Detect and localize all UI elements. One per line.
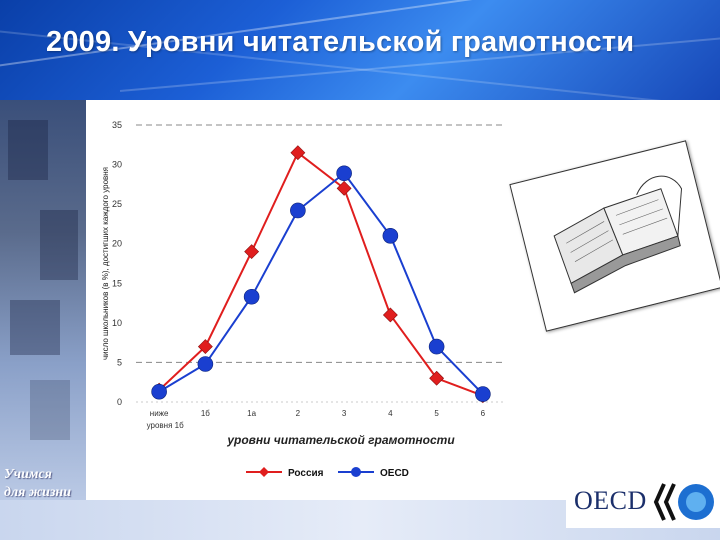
- y-tick-label: 30: [112, 160, 122, 170]
- oecd-logo-text: OECD: [574, 486, 647, 515]
- legend-label: OECD: [380, 468, 409, 479]
- y-tick-label: 20: [112, 239, 122, 249]
- x-tick-label: 4: [388, 409, 393, 418]
- data-point-oecd: [197, 356, 214, 372]
- y-axis-label: число школьников (в %), достигших каждог…: [101, 167, 110, 360]
- motto-line-2: для жизни: [4, 485, 71, 500]
- legend-marker-oecd: [351, 467, 361, 477]
- series-line-russia: [158, 151, 484, 397]
- x-tick-label: 5: [434, 409, 439, 418]
- slide-title: 2009. Уровни читательской грамотности: [46, 26, 635, 58]
- data-point-russia: [382, 307, 398, 323]
- title-bar: 2009. Уровни читательской грамотности: [0, 0, 720, 100]
- motto-line-1: Учимся: [4, 467, 52, 482]
- motto: Учимся для жизни: [4, 466, 86, 502]
- data-point-oecd: [336, 165, 352, 182]
- y-tick-label: 10: [112, 318, 122, 328]
- photo-fragment: [40, 210, 78, 280]
- photo-fragment: [8, 120, 48, 180]
- data-point-russia: [244, 244, 260, 260]
- oecd-logo: OECD: [566, 474, 720, 528]
- chart-panel: 0 5 10 15 20 25 30 35 число школьников (в %), до…: [98, 110, 515, 485]
- data-point-russia: [429, 370, 445, 386]
- open-book-illustration: [553, 175, 683, 294]
- photo-fragment: [10, 300, 60, 355]
- data-point-russia: [336, 180, 352, 196]
- book-illustration-frame: [509, 140, 720, 332]
- data-point-oecd: [475, 386, 491, 402]
- y-tick-label: 25: [112, 199, 122, 209]
- x-tick-label: уровня 1б: [147, 421, 184, 430]
- x-tick-label: 2: [296, 409, 301, 418]
- legend-label: Россия: [288, 468, 324, 479]
- left-photo-strip: [0, 100, 86, 540]
- data-point-russia: [197, 339, 213, 355]
- data-point-oecd: [151, 383, 167, 400]
- data-point-oecd: [290, 202, 306, 219]
- x-tick-label: 1б: [201, 409, 210, 418]
- x-axis-label: уровни читательской грамотности: [226, 433, 455, 447]
- x-tick-label: 6: [481, 409, 486, 418]
- people-silhouette: [30, 380, 70, 440]
- x-tick-label: ниже: [150, 409, 169, 418]
- data-point-oecd: [243, 288, 260, 305]
- y-tick-label: 15: [112, 278, 122, 288]
- x-tick-label: 3: [342, 409, 347, 418]
- y-tick-label: 35: [112, 120, 122, 130]
- data-point-russia: [290, 145, 306, 161]
- x-tick-label: 1а: [247, 409, 256, 418]
- oecd-logo-mark: [653, 483, 714, 521]
- y-tick-label: 0: [117, 397, 122, 407]
- data-point-oecd: [382, 228, 399, 244]
- series-line-oecd: [158, 171, 484, 395]
- data-point-oecd: [428, 338, 445, 355]
- y-tick-label: 5: [117, 357, 122, 367]
- legend-marker-russia: [259, 467, 269, 477]
